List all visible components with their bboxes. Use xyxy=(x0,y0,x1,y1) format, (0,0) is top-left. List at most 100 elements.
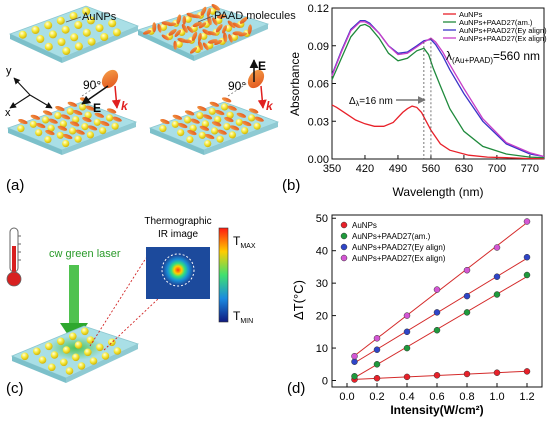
field-right: E xyxy=(258,59,266,73)
x-tick-label: 560 xyxy=(422,163,440,175)
paad-molecule-icon xyxy=(202,114,213,120)
nanoparticle-icon xyxy=(159,23,168,31)
substrate-aligned-right xyxy=(148,97,280,155)
paad-molecule-icon xyxy=(221,97,232,103)
paad-molecule-icon xyxy=(62,134,73,140)
nanoparticle-icon xyxy=(69,332,77,341)
paad-molecule-icon xyxy=(72,110,83,116)
nanoparticle-icon xyxy=(54,112,62,120)
y-tick-label: 30 xyxy=(316,278,328,290)
nanoparticle-icon xyxy=(33,347,41,356)
nanoparticle-icon xyxy=(99,127,107,135)
data-point xyxy=(433,326,441,334)
nanoparticle-icon xyxy=(87,37,96,46)
nanoparticle-icon xyxy=(216,135,224,143)
nanoparticle-icon xyxy=(82,7,91,16)
paad-molecule-icon xyxy=(236,112,247,118)
y-tick-label: 0.06 xyxy=(308,79,329,91)
polarization-disc-left-icon xyxy=(101,69,119,89)
y-tick-label: 50 xyxy=(316,213,328,225)
y-tick-label: 10 xyxy=(316,343,328,355)
angle-right: 90° xyxy=(228,79,246,93)
paad-molecule-icon xyxy=(106,108,117,114)
nanoparticle-icon xyxy=(248,114,256,122)
nanoparticle-icon xyxy=(57,337,65,346)
nanoparticle-icon xyxy=(108,19,117,28)
delta-symbol: Δ xyxy=(349,96,356,107)
nanoparticle-icon xyxy=(42,116,50,124)
legend-label: AuNPs+PAAD27(Ex align) xyxy=(459,34,547,43)
colorbar xyxy=(218,227,229,323)
nanoparticle-icon xyxy=(100,33,109,41)
nanoparticle-icon xyxy=(74,341,83,349)
tmin-symbol: T xyxy=(233,309,241,323)
svg-text:TMIN: TMIN xyxy=(233,309,253,325)
series-line-1 xyxy=(331,104,545,160)
nanoparticle-icon xyxy=(35,129,43,137)
paad-molecule-icon xyxy=(183,39,192,44)
tick-group: 350 420 490 560 630 700 770 0.00 0.03 0.06 0.09 0.1… xyxy=(308,3,539,175)
paad-molecule-icon xyxy=(174,29,182,38)
nanoparticle-icon xyxy=(62,140,70,148)
nanoparticle-icon xyxy=(226,111,234,119)
y-axis-label: Absorbance xyxy=(288,52,302,116)
paad-molecule-icon xyxy=(214,110,225,116)
tick-group-d: 0.0 0.2 0.4 0.6 0.8 1.0 1.2 0 10 20 30 40 50 xyxy=(316,213,535,403)
legend-marker xyxy=(340,221,348,229)
data-point xyxy=(403,328,411,336)
nanoparticle-icon xyxy=(106,114,114,122)
paad-molecule-icon xyxy=(112,116,122,122)
x-axis-label: Wavelength (nm) xyxy=(393,185,484,199)
nanoparticle-icon xyxy=(86,16,95,25)
data-point xyxy=(373,335,381,342)
nanoparticle-icon xyxy=(47,124,55,132)
x-tick-label: 1.0 xyxy=(489,391,504,403)
paad-molecule-icon xyxy=(55,106,65,112)
nanoparticle-icon xyxy=(235,118,243,126)
paad-molecule-icon xyxy=(199,125,210,131)
k-left: k xyxy=(121,99,129,113)
nanoparticle-icon xyxy=(93,118,101,126)
field-left: E xyxy=(93,101,101,115)
paad-molecule-icon xyxy=(248,108,259,114)
data-point xyxy=(493,291,501,298)
nanoparticle-icon xyxy=(48,363,56,372)
legend-label: AuNPs+PAAD27(am.) xyxy=(352,232,431,241)
x-axis-label-d: Intensity(W/cm²) xyxy=(390,403,483,417)
paad-molecule-icon xyxy=(202,29,212,36)
svg-text:Δλ=16 nm: Δλ=16 nm xyxy=(349,96,393,108)
legend-label: AuNPs+PAAD27(Ey align) xyxy=(352,243,446,252)
paad-molecule-icon xyxy=(182,15,187,25)
nanoparticle-icon xyxy=(184,15,192,23)
paad-molecule-icon xyxy=(167,22,177,27)
paad-molecule-icon xyxy=(206,7,211,17)
paad-molecule-icon xyxy=(192,14,201,19)
paad-molecule-icon xyxy=(224,117,234,123)
nanoparticle-icon xyxy=(96,343,104,352)
paad-molecule-icon xyxy=(168,28,177,36)
nanoparticle-icon xyxy=(62,47,71,55)
nanoparticle-icon xyxy=(175,40,183,48)
paad-molecule-icon xyxy=(229,125,240,131)
nanoparticle-icon xyxy=(253,122,261,130)
k-right: k xyxy=(266,99,274,113)
nanoparticle-icon xyxy=(44,21,53,30)
nanoparticle-icon xyxy=(86,336,95,344)
y-axis-label-d: ΔT(°C) xyxy=(291,280,306,320)
nanoparticle-icon xyxy=(44,136,52,144)
nanoparticle-icon xyxy=(74,135,82,143)
nanoparticle-icon xyxy=(77,362,86,370)
x-tick-label: 0.2 xyxy=(369,391,384,403)
data-point xyxy=(373,346,381,353)
data-point xyxy=(463,266,471,274)
lambda-subscript: (Au+PAAD) xyxy=(452,56,493,65)
substrate-illuminated xyxy=(10,325,140,383)
data-point xyxy=(463,309,471,316)
nanoparticle-icon xyxy=(209,7,217,15)
nanoparticle-icon xyxy=(74,21,83,29)
svg-text:λ(Au+PAAD)=560 nm: λ(Au+PAAD)=560 nm xyxy=(446,49,540,65)
y-tick-label: 0.09 xyxy=(308,41,329,53)
data-point xyxy=(463,292,471,300)
x-tick-label: 0.0 xyxy=(339,391,354,403)
